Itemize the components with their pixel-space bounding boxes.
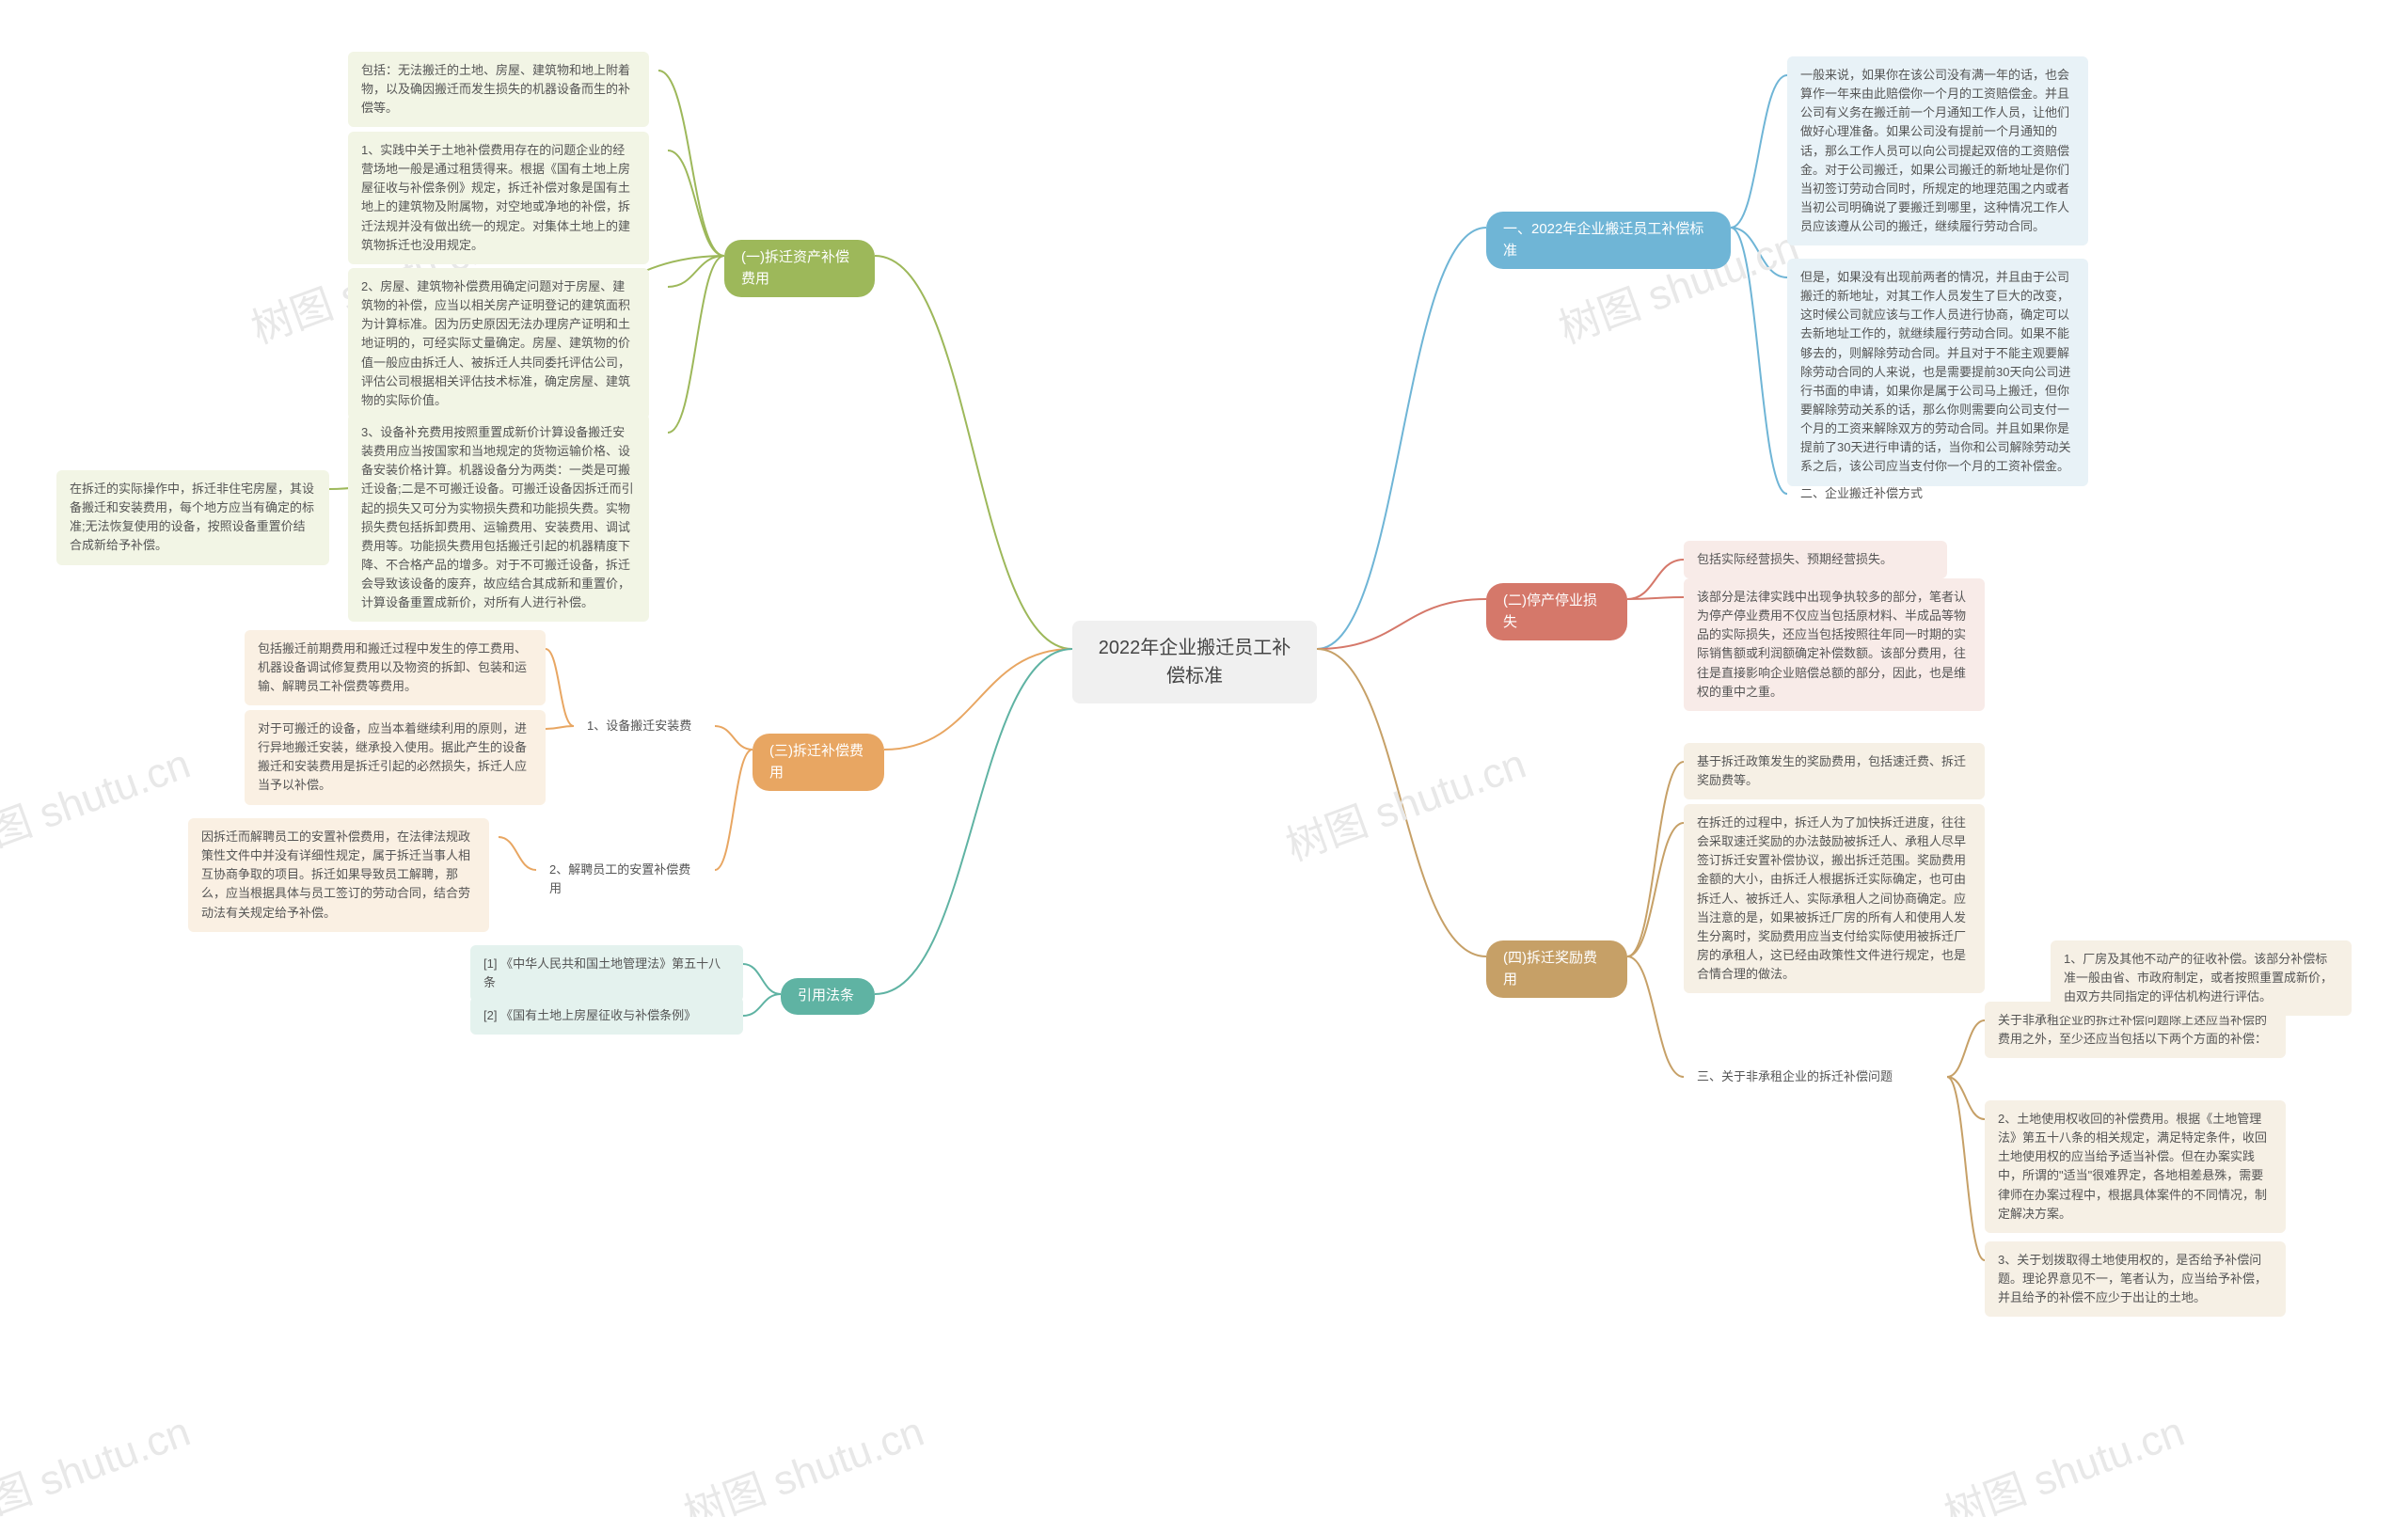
watermark: 树图 shutu.cn — [674, 1398, 930, 1517]
branch-b4: (一)拆迁资产补偿费用 — [724, 240, 875, 297]
leaf: 二、企业搬迁补偿方式 — [1787, 475, 1975, 513]
leaf: 1、设备搬迁安装费 — [574, 707, 715, 745]
branch-b2: (二)停产停业损失 — [1486, 583, 1627, 640]
leaf: [2] 《国有土地上房屋征收与补偿条例》 — [470, 997, 743, 1035]
leaf: 3、设备补充费用按照重置成新价计算设备搬迁安装费用应当按国家和当地规定的货物运输… — [348, 414, 649, 622]
leaf: 因拆迁而解聘员工的安置补偿费用，在法律法规政策性文件中并没有详细性规定，属于拆迁… — [188, 818, 489, 932]
leaf: [1] 《中华人民共和国土地管理法》第五十八条 — [470, 945, 743, 1002]
leaf-extra: 1、厂房及其他不动产的征收补偿。该部分补偿标准一般由省、市政府制定，或者按照重置… — [2051, 940, 2352, 1016]
leaf: 对于可搬迁的设备，应当本着继续利用的原则，进行异地搬迁安装，继承投入使用。据此产… — [245, 710, 546, 805]
leaf: 在拆迁的过程中，拆迁人为了加快拆迁进度，往往会采取速迁奖励的办法鼓励被拆迁人、承… — [1684, 804, 1985, 993]
watermark: 树图 shutu.cn — [0, 1398, 197, 1517]
center-topic: 2022年企业搬迁员工补偿标准 — [1072, 621, 1317, 703]
leaf: 三、关于非承租企业的拆迁补偿问题 — [1684, 1058, 1947, 1096]
branch-b5: (三)拆迁补偿费用 — [752, 734, 884, 791]
leaf: 包括搬迁前期费用和搬迁过程中发生的停工费用、机器设备调试修复费用以及物资的拆卸、… — [245, 630, 546, 705]
leaf: 基于拆迁政策发生的奖励费用，包括速迁费、拆迁奖励费等。 — [1684, 743, 1985, 799]
leaf: 一般来说，如果你在该公司没有满一年的话，也会算作一年来由此赔偿你一个月的工资赔偿… — [1787, 56, 2088, 245]
leaf: 1、实践中关于土地补偿费用存在的问题企业的经营场地一般是通过租赁得来。根据《国有… — [348, 132, 649, 264]
watermark: 树图 shutu.cn — [1935, 1398, 2191, 1517]
watermark: 树图 shutu.cn — [1276, 730, 1532, 872]
leaf: 2、房屋、建筑物补偿费用确定问题对于房屋、建筑物的补偿，应当以相关房产证明登记的… — [348, 268, 649, 419]
leaf: 包括实际经营损失、预期经营损失。 — [1684, 541, 1947, 578]
leaf: 3、关于划拨取得土地使用权的，是否给予补偿问题。理论界意见不一，笔者认为，应当给… — [1985, 1241, 2286, 1317]
branch-b6: 引用法条 — [781, 978, 875, 1015]
leaf: 该部分是法律实践中出现争执较多的部分，笔者认为停产停业费用不仅应当包括原材料、半… — [1684, 578, 1985, 711]
leaf: 在拆迁的实际操作中，拆迁非住宅房屋，其设备搬迁和安装费用，每个地方应当有确定的标… — [56, 470, 329, 565]
leaf: 2、土地使用权收回的补偿费用。根据《土地管理法》第五十八条的相关规定，满足特定条… — [1985, 1100, 2286, 1233]
branch-b1: 一、2022年企业搬迁员工补偿标准 — [1486, 212, 1731, 269]
watermark: 树图 shutu.cn — [0, 730, 197, 872]
leaf: 但是，如果没有出现前两者的情况，并且由于公司搬迁的新地址，对其工作人员发生了巨大… — [1787, 259, 2088, 486]
leaf: 包括：无法搬迁的土地、房屋、建筑物和地上附着物，以及确因搬迁而发生损失的机器设备… — [348, 52, 649, 127]
leaf: 2、解聘员工的安置补偿费用 — [536, 851, 715, 908]
branch-b3: (四)拆迁奖励费用 — [1486, 940, 1627, 998]
